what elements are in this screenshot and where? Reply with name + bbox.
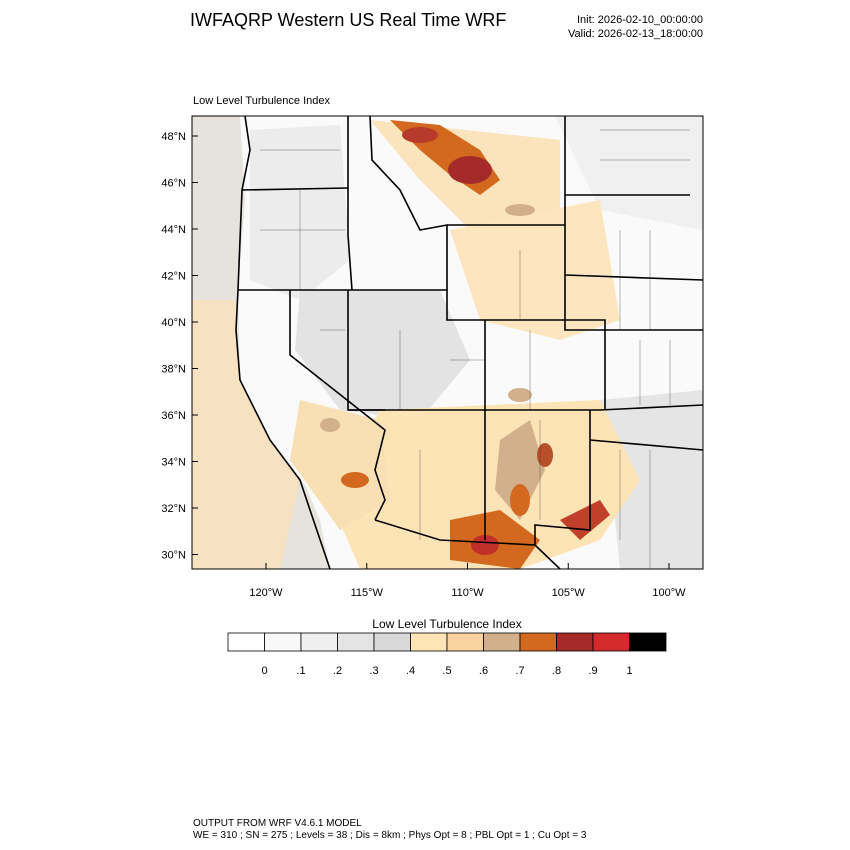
colorbar-swatch: [483, 632, 521, 652]
colorbar-label: .8: [552, 665, 561, 677]
state-line: [534, 404, 703, 545]
mid-turbulence: [505, 204, 535, 216]
colorbar-swatch: [337, 632, 375, 652]
valid-time: Valid: 2026-02-13_18:00:00: [568, 28, 703, 40]
state-line: [369, 116, 565, 231]
page-title: IWFAQRP Western US Real Time WRF: [190, 10, 506, 30]
lat-label: 32°N: [161, 503, 186, 515]
colorbar-swatch: [519, 632, 557, 652]
map-frame: [191, 115, 704, 570]
colorbar-label: .2: [333, 665, 342, 677]
lat-label: 44°N: [161, 224, 186, 236]
colorbar-swatch: [446, 632, 484, 652]
peach-region: [450, 200, 620, 340]
colorbar-label: .6: [479, 665, 488, 677]
footer-line: WE = 310 ; SN = 275 ; Levels = 38 ; Dis …: [193, 830, 587, 841]
colorbar-swatch: [629, 632, 667, 652]
colorbar-label: 1: [626, 665, 632, 677]
colorbar-label: .4: [406, 665, 415, 677]
colorbar-label: .1: [296, 665, 305, 677]
gray-region: [600, 390, 703, 569]
high-turbulence: [537, 443, 553, 467]
lat-label: 34°N: [161, 457, 186, 469]
coastline: [235, 116, 331, 569]
colorbar-swatch: [264, 632, 302, 652]
colorbar-label: .7: [515, 665, 524, 677]
high-turbulence: [341, 472, 369, 488]
lon-label: 100°W: [652, 587, 686, 599]
lat-label: 40°N: [161, 317, 186, 329]
init-time: Init: 2026-02-10_00:00:00: [577, 14, 703, 26]
state-line: [485, 319, 606, 410]
colorbar-swatch: [300, 632, 338, 652]
border: [374, 519, 561, 569]
colorbar: 0 .1 .2 .3 .4 .5 .6 .7 .8 .9 1: [227, 632, 667, 677]
boundaries: [235, 116, 703, 569]
state-line: [564, 116, 703, 331]
gray-region: [555, 116, 703, 230]
colorbar-swatch: [592, 632, 630, 652]
peach-region: [290, 400, 390, 530]
mid-turbulence: [508, 388, 532, 402]
lat-label: 38°N: [161, 364, 186, 376]
colorbar-title: Low Level Turbulence Index: [372, 617, 521, 631]
high-turbulence: [510, 484, 530, 516]
lat-label: 46°N: [161, 178, 186, 190]
lon-label: 115°W: [351, 587, 384, 599]
colorbar-label: .9: [588, 665, 597, 677]
gray-region: [295, 290, 470, 420]
lon-label: 110°W: [451, 587, 484, 599]
footer-line: OUTPUT FROM WRF V4.6.1 MODEL: [193, 818, 362, 829]
colorbar-label: .5: [442, 665, 451, 677]
state-line: [289, 290, 386, 521]
map: [192, 116, 703, 569]
state-line: [446, 225, 486, 540]
mid-turbulence: [320, 418, 340, 432]
high-turbulence: [448, 156, 492, 184]
state-line: [564, 194, 703, 281]
colorbar-swatch: [227, 632, 265, 652]
lat-label: 30°N: [161, 550, 186, 562]
high-turbulence: [402, 127, 438, 143]
ocean-shade: [192, 300, 300, 569]
lat-label: 42°N: [161, 271, 186, 283]
lon-label: 105°W: [552, 587, 586, 599]
lat-label: 48°N: [161, 131, 186, 143]
state-line: [347, 116, 353, 291]
colorbar-swatch: [373, 632, 411, 652]
high-turbulence: [560, 500, 610, 540]
colorbar-label: .3: [369, 665, 378, 677]
map-title: Low Level Turbulence Index: [193, 95, 330, 107]
high-turbulence: [471, 535, 499, 555]
colorbar-label: 0: [261, 665, 267, 677]
mid-turbulence: [495, 420, 545, 520]
axis-labels: 48°N 46°N 44°N 42°N 40°N 38°N 36°N 34°N 32°N 30°N…: [161, 131, 686, 599]
lon-label: 120°W: [249, 587, 283, 599]
county-lines: [260, 129, 690, 569]
colorbar-swatch: [556, 632, 594, 652]
lat-label: 36°N: [161, 410, 186, 422]
state-line: [241, 187, 349, 191]
colorbar-swatch: [410, 632, 448, 652]
